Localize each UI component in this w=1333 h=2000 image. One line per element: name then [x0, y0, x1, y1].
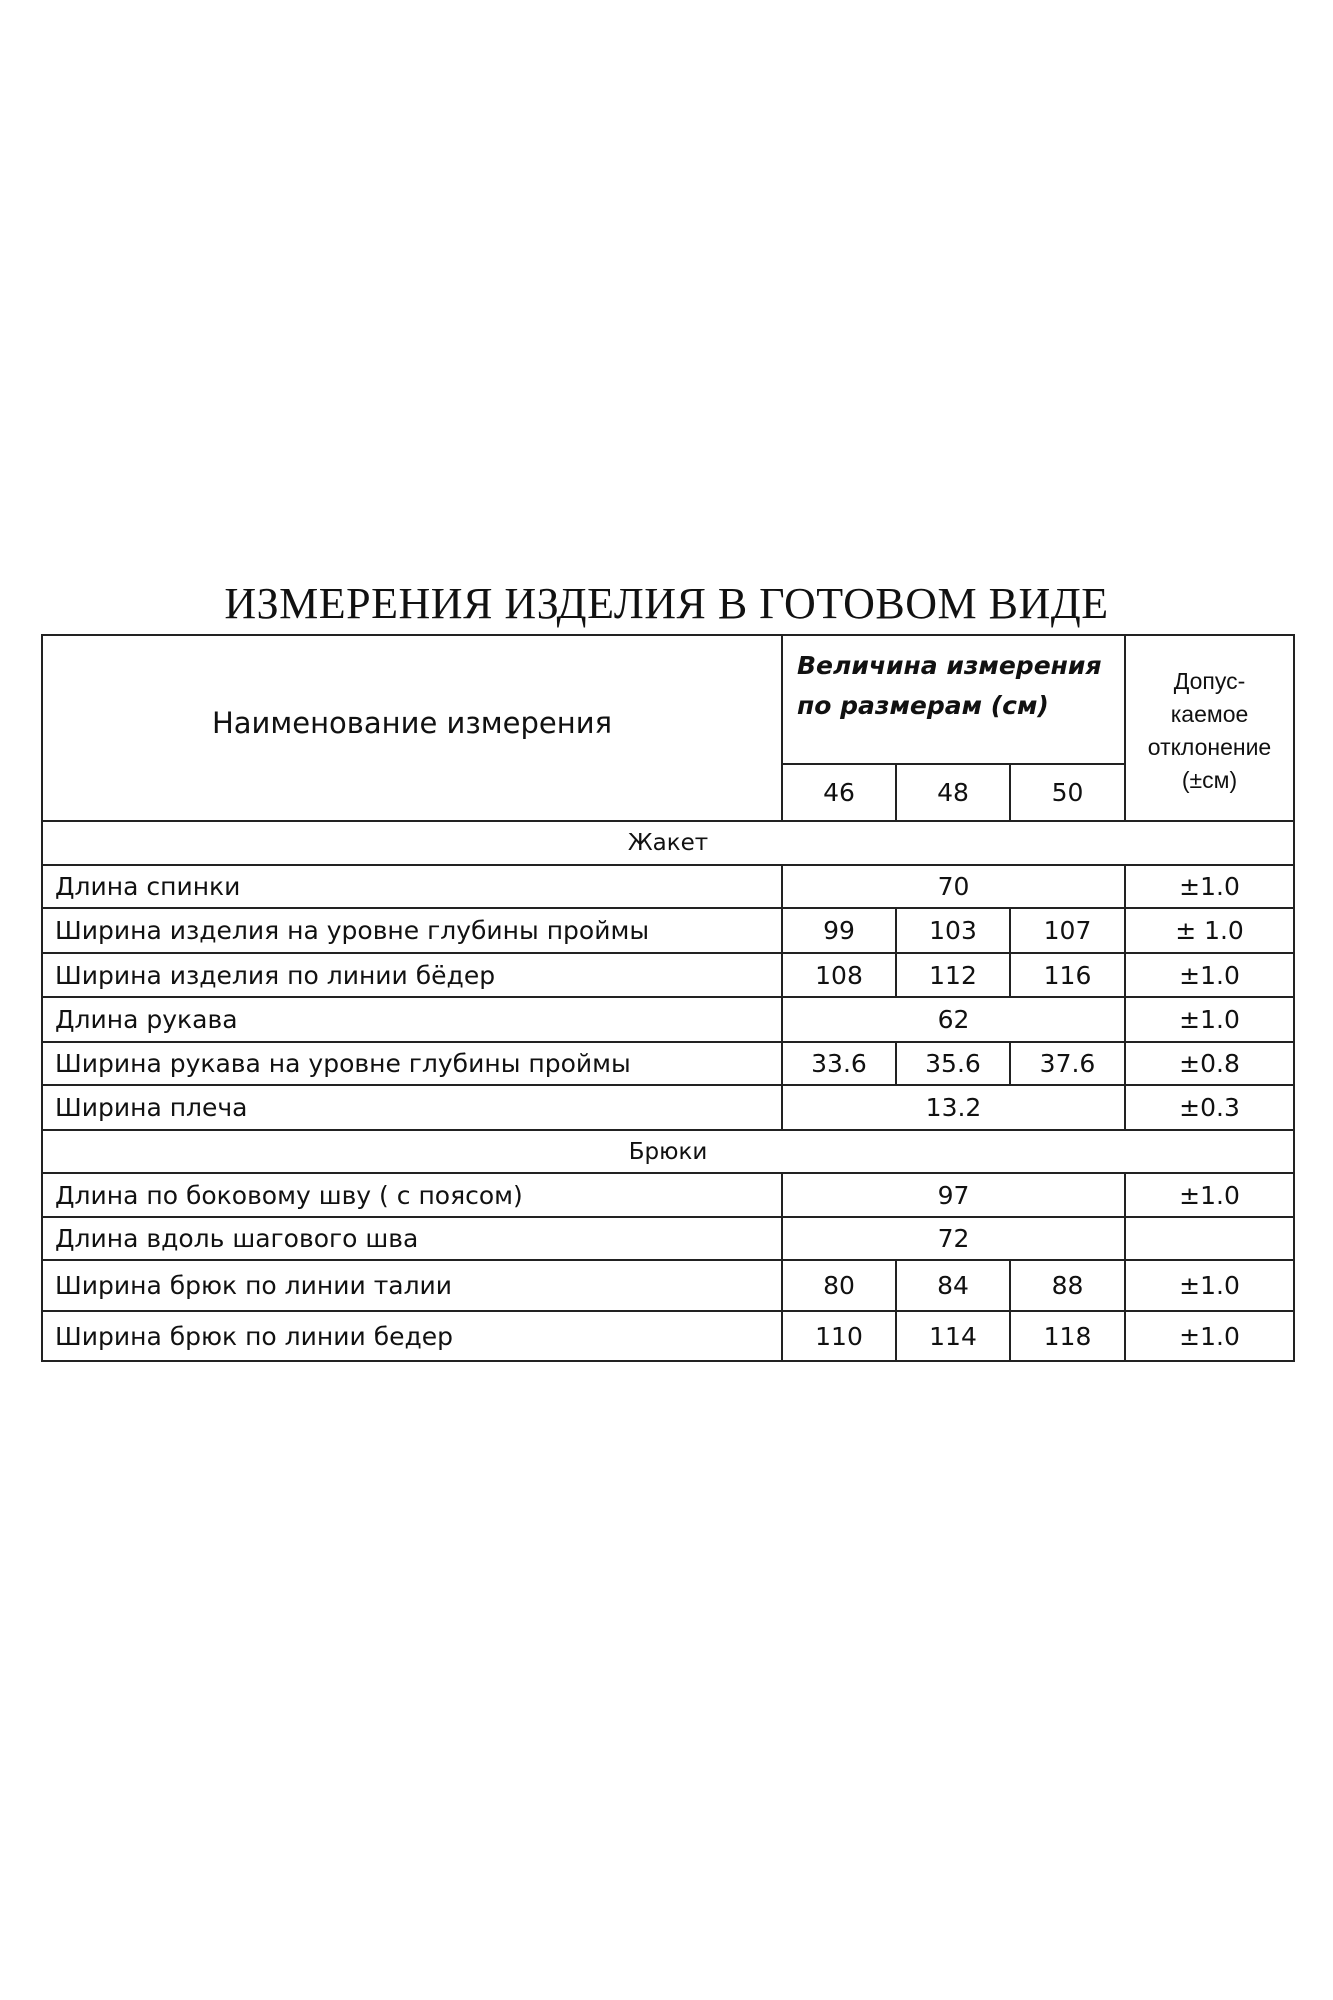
section-label: Жакет	[40, 820, 1296, 866]
table-row: Длина спинки 70 ±1.0	[41, 864, 1296, 909]
header-size-group-line2: по размерам (см)	[797, 691, 1049, 720]
merged-value: 13.2	[780, 1084, 1127, 1131]
measurement-name: Ширина изделия по линии бёдер	[41, 952, 783, 998]
header-size-group: Величина измерения по размерам (см)	[780, 634, 1127, 765]
header-tolerance: Допус- каемое отклонение (±см)	[1124, 634, 1296, 822]
tolerance-value: ± 1.0	[1124, 907, 1296, 954]
size-value: 84	[895, 1259, 1011, 1312]
header-tolerance-line: Допус-	[1173, 668, 1246, 694]
measurement-name: Длина рукава	[41, 996, 783, 1043]
table-row: Длина вдоль шагового шва 72	[41, 1216, 1296, 1261]
tolerance-value: ±1.0	[1124, 1172, 1296, 1218]
header-tolerance-line: отклонение	[1147, 734, 1272, 760]
table-row: Ширина брюк по линии бедер 110 114 118 ±1.0	[41, 1310, 1296, 1362]
header-sizes-row: 46 48 50	[42, 763, 1294, 822]
size-value: 107	[1008, 907, 1127, 954]
measurement-name: Ширина брюк по линии бедер	[41, 1310, 783, 1362]
tolerance-value: ±1.0	[1124, 1259, 1296, 1312]
size-value: 37.6	[1008, 1041, 1127, 1086]
header-size-group-line1: Величина измерения	[797, 651, 1102, 680]
measurement-name: Длина спинки	[41, 864, 783, 909]
measurements-table: Наименование измерения Величина измерени…	[40, 634, 1296, 1362]
tolerance-value: ±1.0	[1124, 952, 1296, 998]
tolerance-value: ±1.0	[1124, 996, 1296, 1043]
table-row: Ширина плеча 13.2 ±0.3	[41, 1084, 1296, 1131]
header-measurement-name: Наименование измерения	[41, 634, 783, 822]
header-tolerance-line: каемое	[1170, 701, 1249, 727]
merged-value: 70	[780, 864, 1127, 909]
document-title: ИЗМЕРЕНИЯ ИЗДЕЛИЯ В ГОТОВОМ ВИДЕ	[224, 579, 1109, 628]
tolerance-value: ±1.0	[1124, 1310, 1296, 1362]
tolerance-value: ±1.0	[1124, 864, 1296, 909]
size-value: 114	[895, 1310, 1011, 1362]
measurement-name: Длина по боковому шву ( с поясом)	[41, 1172, 783, 1218]
table-row: Длина по боковому шву ( с поясом) 97 ±1.0	[41, 1172, 1296, 1218]
size-value: 118	[1008, 1310, 1127, 1362]
section-row: Брюки	[40, 1129, 1296, 1174]
merged-value: 97	[780, 1172, 1127, 1218]
header-size-48: 48	[895, 763, 1011, 822]
header-size-50: 50	[1008, 763, 1127, 822]
table-row: Длина рукава 62 ±1.0	[41, 996, 1296, 1043]
tolerance-value: ±0.8	[1124, 1041, 1296, 1086]
size-value: 35.6	[895, 1041, 1011, 1086]
tolerance-value: ±0.3	[1124, 1084, 1296, 1131]
size-value: 103	[895, 907, 1011, 954]
header-row: Наименование измерения Величина измерени…	[41, 634, 1296, 822]
size-value: 110	[781, 1310, 897, 1362]
table-row: Ширина изделия на уровне глубины проймы 9…	[41, 907, 1296, 954]
header-size-46: 46	[781, 763, 897, 822]
measurement-name: Ширина брюк по линии талии	[41, 1259, 783, 1312]
size-value: 33.6	[781, 1041, 897, 1086]
size-value: 80	[781, 1259, 897, 1312]
table-row: Ширина рукава на уровне глубины проймы 33…	[41, 1041, 1296, 1086]
section-label: Брюки	[40, 1129, 1296, 1174]
tolerance-value	[1124, 1216, 1296, 1261]
measurement-name: Ширина изделия на уровне глубины проймы	[41, 907, 783, 954]
table-row: Ширина изделия по линии бёдер 108 112 116 ±1…	[41, 952, 1296, 998]
measurement-name: Длина вдоль шагового шва	[41, 1216, 783, 1261]
section-row: Жакет	[40, 820, 1296, 866]
measurement-name: Ширина плеча	[41, 1084, 783, 1131]
size-value: 88	[1008, 1259, 1127, 1312]
merged-value: 72	[780, 1216, 1127, 1261]
measurement-name: Ширина рукава на уровне глубины проймы	[41, 1041, 783, 1086]
header-tolerance-line: (±см)	[1181, 767, 1238, 793]
size-value: 112	[895, 952, 1011, 998]
size-value: 108	[781, 952, 897, 998]
table-row: Ширина брюк по линии талии 80 84 88 ±1.0	[41, 1259, 1296, 1312]
size-value: 116	[1008, 952, 1127, 998]
merged-value: 62	[780, 996, 1127, 1043]
size-value: 99	[781, 907, 897, 954]
